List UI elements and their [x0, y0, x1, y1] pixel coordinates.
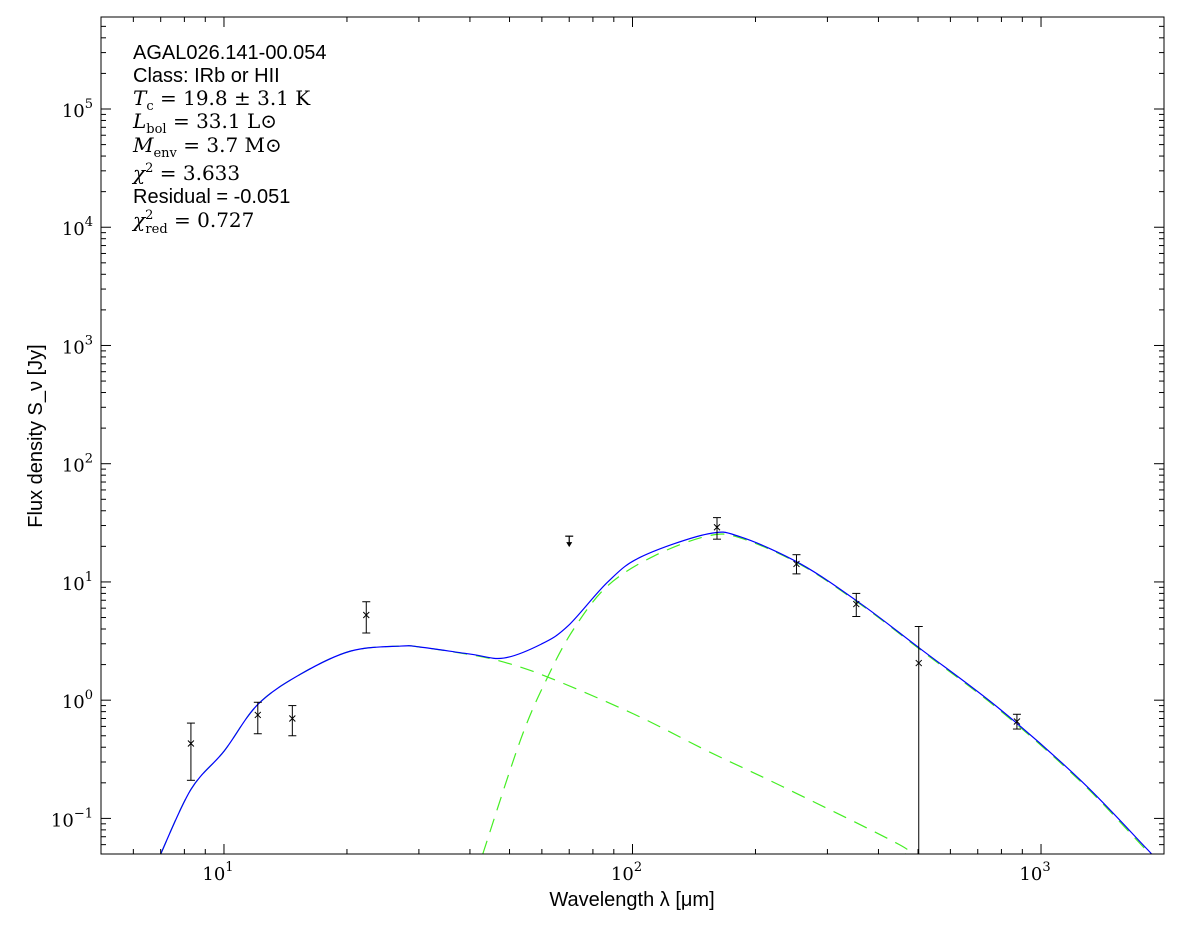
- tick-exponent: 2: [634, 860, 642, 875]
- data-point: [565, 535, 574, 548]
- math-symbol: M: [132, 133, 154, 157]
- y-tick-label: 101: [62, 570, 93, 595]
- math-symbol: χ: [131, 161, 147, 185]
- x-tick-label: 102: [611, 860, 642, 885]
- chi2-label: χ2 = 3.633: [131, 161, 240, 185]
- total-model-line: [160, 531, 1153, 854]
- warm-component-line: [160, 645, 911, 854]
- data-point: [288, 705, 297, 737]
- tick-base: 10: [62, 337, 85, 358]
- math-subscript: bol: [146, 122, 166, 137]
- tick-exponent: 5: [85, 97, 93, 112]
- tick-base: 10: [611, 864, 634, 885]
- data-point: [253, 701, 262, 735]
- tick-exponent: 3: [1042, 860, 1050, 875]
- x-marker: [1013, 718, 1021, 725]
- math-symbol: χ: [131, 208, 147, 232]
- y-tick-label: 105: [62, 97, 93, 122]
- chi2-red-label: χ2 red = 0.727: [131, 208, 254, 237]
- data-point: [852, 592, 861, 618]
- tick-base: 10: [1019, 864, 1042, 885]
- x-marker: [288, 715, 296, 722]
- x-marker: [915, 659, 923, 667]
- model-curves: [160, 531, 1153, 854]
- tick-exponent: 0: [85, 688, 93, 703]
- tick-exponent: −1: [74, 806, 93, 821]
- math-value: = 0.727: [168, 208, 255, 232]
- tick-exponent: 2: [85, 452, 93, 467]
- math-superscript: 2: [145, 161, 153, 176]
- tick-base: 10: [51, 810, 74, 831]
- x-marker: [793, 560, 800, 568]
- x-marker: [254, 711, 262, 719]
- y-tick-label: 102: [62, 452, 93, 477]
- y-axis-label: Flux density S_ν [Jy]: [25, 344, 47, 527]
- fit-annotations: AGAL026.141-00.054 Class: IRb or HII Tc …: [131, 42, 327, 237]
- y-tick-label: 100: [62, 688, 93, 713]
- tick-base: 10: [62, 101, 85, 122]
- tick-base: 10: [62, 692, 85, 713]
- data-point: [1012, 713, 1021, 730]
- tick-exponent: 4: [85, 215, 93, 230]
- math-value: = 19.8 ± 3.1 K: [154, 86, 312, 110]
- luminosity-label: Lbol = 33.1 L⊙: [132, 109, 277, 137]
- data-point: [914, 625, 923, 854]
- math-subscript: env: [153, 146, 177, 161]
- y-tick-label: 10−1: [51, 806, 93, 831]
- x-marker: [713, 523, 721, 531]
- tick-base: 10: [62, 456, 85, 477]
- tick-base: 10: [202, 864, 225, 885]
- temperature-label: Tc = 19.8 ± 3.1 K: [133, 86, 311, 114]
- x-marker: [362, 611, 370, 619]
- data-points: [186, 517, 1021, 854]
- tick-exponent: 1: [225, 860, 233, 875]
- math-superscript: 2: [145, 208, 153, 223]
- math-value: = 33.1 L⊙: [167, 109, 277, 133]
- tick-exponent: 1: [85, 570, 93, 585]
- data-point: [186, 722, 195, 781]
- data-point: [792, 554, 801, 575]
- data-point: [712, 517, 721, 540]
- x-tick-label: 101: [202, 860, 233, 885]
- cold-component-line: [482, 533, 1152, 854]
- math-value: = 3.7 M⊙: [177, 133, 282, 157]
- residual-label: Residual = -0.051: [133, 186, 290, 208]
- source-class: Class: IRb or HII: [133, 65, 280, 87]
- mass-label: Menv = 3.7 M⊙: [132, 133, 282, 161]
- data-point: [362, 601, 371, 634]
- x-tick-label: 103: [1019, 860, 1050, 885]
- math-value: = 3.633: [153, 161, 240, 185]
- y-tick-label: 103: [62, 333, 93, 358]
- x-axis-label: Wavelength λ [μm]: [549, 889, 714, 911]
- tick-base: 10: [62, 574, 85, 595]
- math-symbol: T: [133, 86, 148, 110]
- tick-exponent: 3: [85, 333, 93, 348]
- x-marker: [187, 740, 195, 747]
- x-marker: [852, 600, 860, 608]
- math-subscript: red: [145, 222, 167, 237]
- upper-limit-arrow: [566, 542, 573, 548]
- math-subscript: c: [146, 99, 153, 114]
- plot-frame: [100, 16, 1165, 855]
- tick-base: 10: [62, 219, 85, 240]
- y-tick-label: 104: [62, 215, 93, 240]
- math-symbol: L: [132, 109, 146, 133]
- source-name: AGAL026.141-00.054: [133, 42, 327, 64]
